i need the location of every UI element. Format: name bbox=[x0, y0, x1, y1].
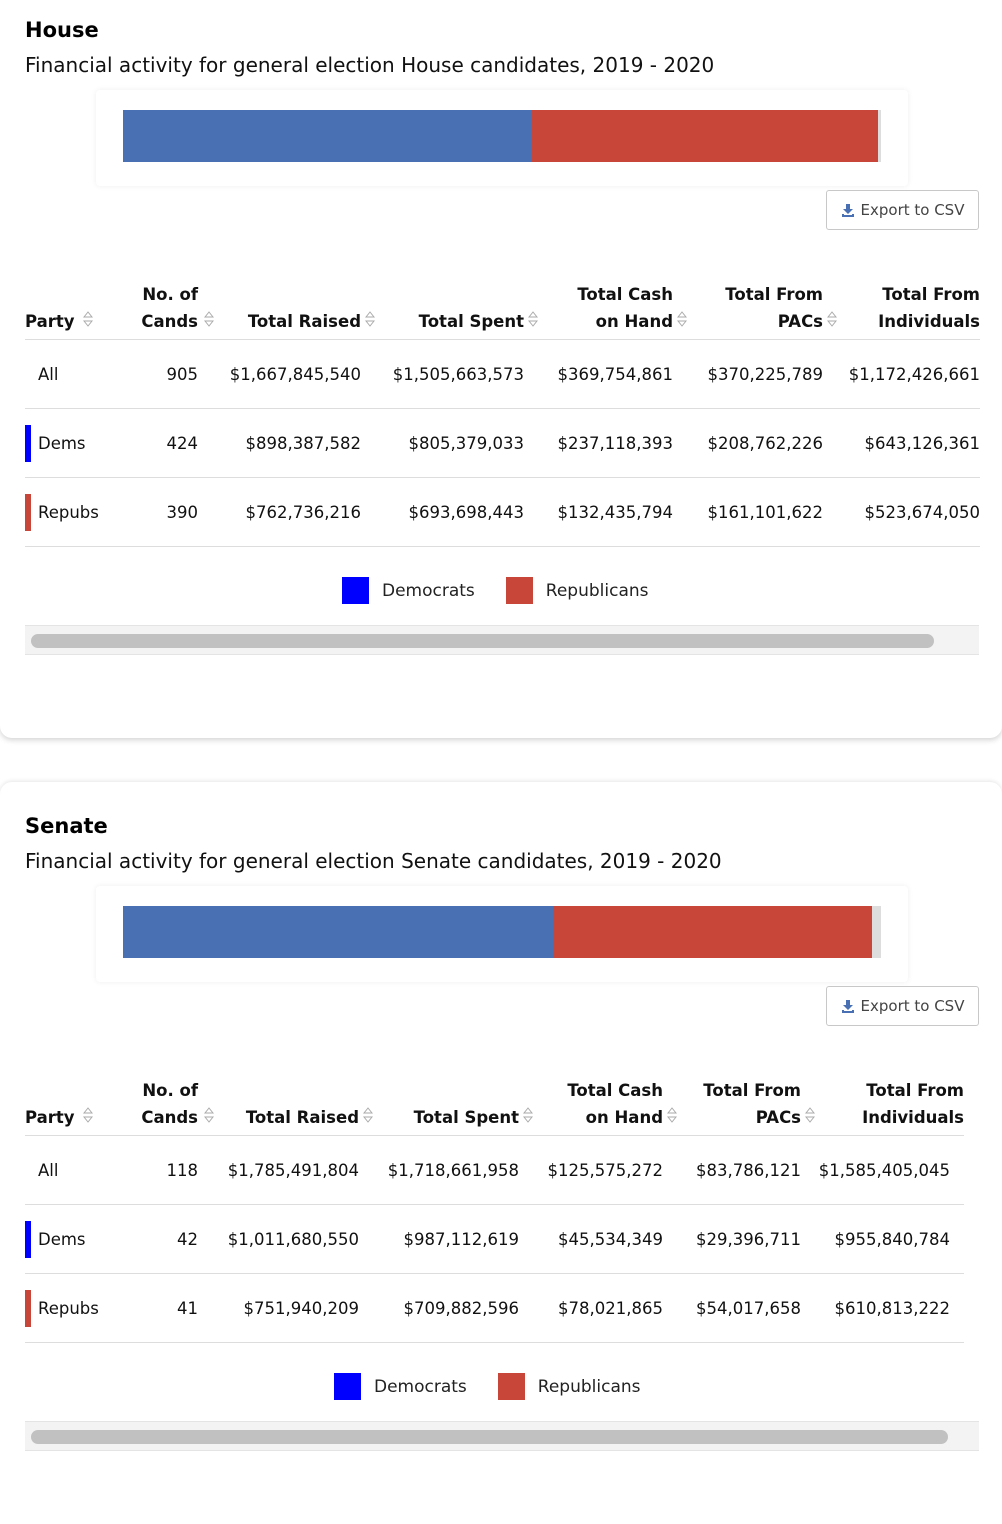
sort-arrows-icon bbox=[667, 1107, 677, 1123]
sort-arrows-icon bbox=[363, 1107, 373, 1123]
legend-swatch bbox=[497, 1373, 525, 1400]
senate-bar-dem-segment[interactable] bbox=[123, 906, 553, 958]
download-icon bbox=[841, 204, 854, 217]
house-bar-chart bbox=[96, 90, 908, 186]
senate-bar-rep-segment[interactable] bbox=[552, 906, 872, 958]
senate-col-raised[interactable]: Total Raised bbox=[198, 1077, 359, 1136]
senate-title: Senate bbox=[25, 814, 108, 838]
table-row: Repubs 41 $751,940,209 $709,882,596 $78,… bbox=[25, 1273, 964, 1343]
scrollbar-thumb[interactable] bbox=[31, 1430, 948, 1444]
senate-col-indiv[interactable]: Total From Individuals bbox=[801, 1077, 964, 1136]
sort-arrows-icon bbox=[805, 1107, 815, 1123]
table-row: Repubs 390 $762,736,216 $693,698,443 $13… bbox=[25, 477, 980, 547]
senate-col-cash[interactable]: Total Cash on Hand bbox=[519, 1077, 663, 1136]
senate-subtitle: Financial activity for general election … bbox=[25, 849, 722, 873]
house-col-cash[interactable]: Total Cash on Hand bbox=[524, 281, 673, 340]
legend-item-republicans[interactable]: Republicans bbox=[497, 1373, 641, 1400]
scrollbar-thumb[interactable] bbox=[31, 634, 934, 648]
sort-arrows-icon bbox=[827, 311, 837, 327]
dem-stripe bbox=[25, 425, 31, 462]
table-row: All 118 $1,785,491,804 $1,718,661,958 $1… bbox=[25, 1135, 964, 1205]
sort-arrows-icon bbox=[523, 1107, 533, 1123]
senate-col-cands[interactable]: No. of Cands bbox=[83, 1077, 198, 1136]
sort-arrows-icon bbox=[677, 311, 687, 327]
legend-item-republicans[interactable]: Republicans bbox=[505, 577, 649, 604]
legend-swatch bbox=[505, 577, 533, 604]
sort-arrows-icon bbox=[365, 311, 375, 327]
legend-item-democrats[interactable]: Democrats bbox=[334, 1373, 467, 1400]
house-stacked-bar bbox=[123, 110, 881, 162]
house-col-cands[interactable]: No. of Cands bbox=[83, 281, 198, 340]
legend-item-democrats[interactable]: Democrats bbox=[342, 577, 475, 604]
senate-table: Party No. of Cands Total Raised Total Spe… bbox=[25, 1077, 964, 1343]
house-col-indiv[interactable]: Total From Individuals bbox=[823, 281, 980, 340]
house-col-party[interactable]: Party bbox=[25, 281, 135, 340]
house-col-spent[interactable]: Total Spent bbox=[361, 281, 524, 340]
sort-arrows-icon bbox=[528, 311, 538, 327]
rep-stripe bbox=[25, 1290, 31, 1327]
house-card: House Financial activity for general ele… bbox=[0, 0, 1002, 738]
senate-bar-chart bbox=[96, 886, 908, 982]
house-subtitle: Financial activity for general election … bbox=[25, 53, 715, 77]
senate-export-label: Export to CSV bbox=[860, 997, 965, 1015]
senate-col-pacs[interactable]: Total From PACs bbox=[663, 1077, 801, 1136]
sort-arrows-icon bbox=[204, 311, 214, 327]
legend-swatch bbox=[342, 577, 369, 604]
download-icon bbox=[841, 1000, 854, 1013]
house-horizontal-scrollbar[interactable] bbox=[25, 625, 979, 655]
sort-arrows-icon bbox=[204, 1107, 214, 1123]
table-row: All 905 $1,667,845,540 $1,505,663,573 $3… bbox=[25, 339, 980, 409]
senate-col-spent[interactable]: Total Spent bbox=[359, 1077, 519, 1136]
rep-stripe bbox=[25, 494, 31, 531]
senate-card: Senate Financial activity for general el… bbox=[0, 782, 1002, 1524]
senate-col-party[interactable]: Party bbox=[25, 1077, 135, 1136]
table-row: Dems 42 $1,011,680,550 $987,112,619 $45,… bbox=[25, 1204, 964, 1274]
house-col-raised[interactable]: Total Raised bbox=[198, 281, 361, 340]
senate-legend: Democrats Republicans bbox=[334, 1373, 672, 1400]
senate-export-csv-button[interactable]: Export to CSV bbox=[826, 986, 979, 1026]
house-bar-dem-segment[interactable] bbox=[123, 110, 532, 162]
house-title: House bbox=[25, 18, 99, 42]
house-export-label: Export to CSV bbox=[860, 201, 965, 219]
senate-horizontal-scrollbar[interactable] bbox=[25, 1421, 979, 1451]
house-bar-rep-segment[interactable] bbox=[531, 110, 878, 162]
table-row: Dems 424 $898,387,582 $805,379,033 $237,… bbox=[25, 408, 980, 478]
legend-swatch bbox=[334, 1373, 361, 1400]
house-legend: Democrats Republicans bbox=[342, 577, 680, 604]
sort-arrows-icon bbox=[83, 311, 93, 327]
sort-arrows-icon bbox=[83, 1107, 93, 1123]
dem-stripe bbox=[25, 1221, 31, 1258]
house-table: Party No. of Cands Total Raised Total Spe… bbox=[25, 281, 980, 547]
house-col-pacs[interactable]: Total From PACs bbox=[673, 281, 823, 340]
house-export-csv-button[interactable]: Export to CSV bbox=[826, 190, 979, 230]
senate-stacked-bar bbox=[123, 906, 881, 958]
